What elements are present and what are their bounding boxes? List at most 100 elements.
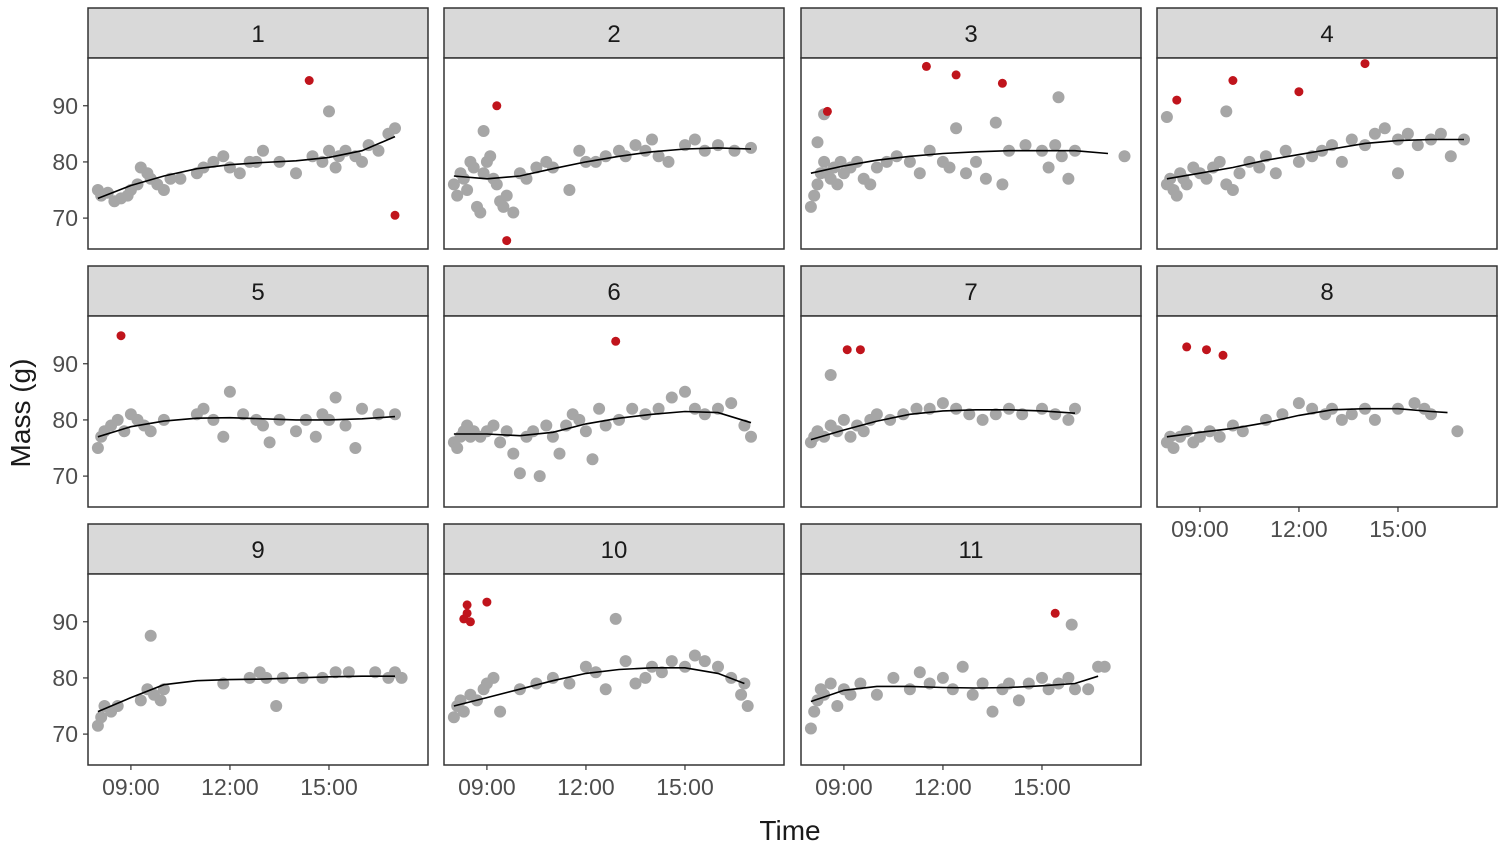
data-point xyxy=(457,172,470,185)
data-point xyxy=(811,178,824,191)
data-point xyxy=(599,419,612,432)
x-tick-label: 09:00 xyxy=(102,774,160,800)
data-point xyxy=(698,408,711,421)
data-point xyxy=(290,425,302,438)
data-point xyxy=(546,430,559,443)
smooth-trend-line xyxy=(97,415,396,438)
data-point xyxy=(530,161,543,174)
data-point xyxy=(665,391,678,404)
data-point xyxy=(500,189,513,202)
data-point xyxy=(712,660,724,673)
panel-marks xyxy=(804,345,1081,449)
data-point xyxy=(144,629,157,642)
data-point xyxy=(494,436,507,449)
y-tick-label: 70 xyxy=(52,205,78,231)
data-point xyxy=(688,649,701,662)
data-point xyxy=(1292,397,1305,410)
data-point xyxy=(741,700,754,712)
data-point xyxy=(966,688,979,701)
data-point xyxy=(837,413,850,426)
outlier-point xyxy=(1050,608,1060,618)
data-point xyxy=(1042,161,1055,174)
smooth-trend-line xyxy=(810,149,1109,174)
data-point xyxy=(1345,133,1358,146)
data-point xyxy=(513,467,526,480)
data-point xyxy=(1269,167,1282,180)
data-point xyxy=(144,425,157,438)
panel-background xyxy=(444,316,784,507)
data-point xyxy=(372,144,385,157)
data-point xyxy=(157,413,170,426)
data-point xyxy=(461,184,474,196)
outlier-point xyxy=(822,106,832,116)
panel-marks xyxy=(91,76,401,220)
data-point xyxy=(1434,127,1447,140)
data-point xyxy=(290,167,302,180)
data-point xyxy=(1359,139,1371,152)
data-point xyxy=(342,666,355,679)
data-point xyxy=(688,133,701,146)
data-point xyxy=(477,167,490,180)
data-point xyxy=(824,369,837,381)
facet-strip-label: 4 xyxy=(1320,21,1333,48)
data-point xyxy=(1368,127,1381,140)
data-point xyxy=(646,660,658,673)
data-point xyxy=(936,671,949,684)
x-tick-label: 12:00 xyxy=(557,774,615,800)
data-point xyxy=(804,722,817,735)
facet-strip-label: 2 xyxy=(607,21,620,48)
data-point xyxy=(263,436,276,449)
data-point xyxy=(356,402,368,415)
facet-panel-5: 5 70 80 90 xyxy=(52,265,429,508)
data-point xyxy=(316,671,329,684)
facet-strip-label: 11 xyxy=(959,537,984,564)
data-point xyxy=(979,172,992,185)
data-point xyxy=(484,150,497,163)
data-point xyxy=(329,666,342,679)
data-point xyxy=(870,688,883,701)
data-point xyxy=(844,430,857,443)
outlier-point xyxy=(1218,350,1228,360)
data-point xyxy=(950,122,963,135)
data-point xyxy=(824,677,837,690)
facet-panel-9: 9 70 80 90 09:00 12:00 15:00 xyxy=(52,523,429,800)
x-tick-label: 15:00 xyxy=(1369,516,1427,542)
x-tick-label: 15:00 xyxy=(300,774,358,800)
data-point xyxy=(652,402,665,415)
data-point xyxy=(970,155,982,168)
facet-strip-label: 1 xyxy=(251,21,264,48)
data-point xyxy=(989,116,1002,129)
data-point xyxy=(487,671,500,684)
data-point xyxy=(745,141,757,154)
outlier-point xyxy=(1360,59,1370,69)
data-point xyxy=(1425,408,1437,421)
y-tick-label: 80 xyxy=(52,149,78,175)
outlier-point xyxy=(1182,342,1192,352)
data-point xyxy=(540,419,553,432)
data-point xyxy=(910,402,923,415)
facet-strip xyxy=(443,523,785,575)
outlier-point xyxy=(482,597,492,607)
facet-strip xyxy=(800,265,1142,317)
data-point xyxy=(457,705,470,718)
facet-panel-10: 10 09:00 12:00 15:00 xyxy=(443,523,785,800)
data-point xyxy=(811,136,824,149)
outlier-point xyxy=(1228,76,1238,85)
data-point xyxy=(389,122,401,135)
smooth-trend-line xyxy=(810,409,1076,441)
panel-border xyxy=(443,315,785,508)
y-axis-title: Mass (g) xyxy=(5,359,36,468)
data-point xyxy=(1012,694,1025,707)
facet-strip-label: 5 xyxy=(251,279,264,306)
data-point xyxy=(808,705,821,718)
y-tick-label: 90 xyxy=(52,93,78,119)
data-point xyxy=(960,167,972,180)
data-point xyxy=(1253,161,1266,174)
data-point xyxy=(329,161,342,174)
facet-strip xyxy=(87,7,429,59)
data-point xyxy=(619,655,632,668)
data-point xyxy=(745,430,757,443)
data-point xyxy=(546,161,559,174)
panel-marks xyxy=(1160,342,1464,454)
outlier-point xyxy=(502,236,512,246)
